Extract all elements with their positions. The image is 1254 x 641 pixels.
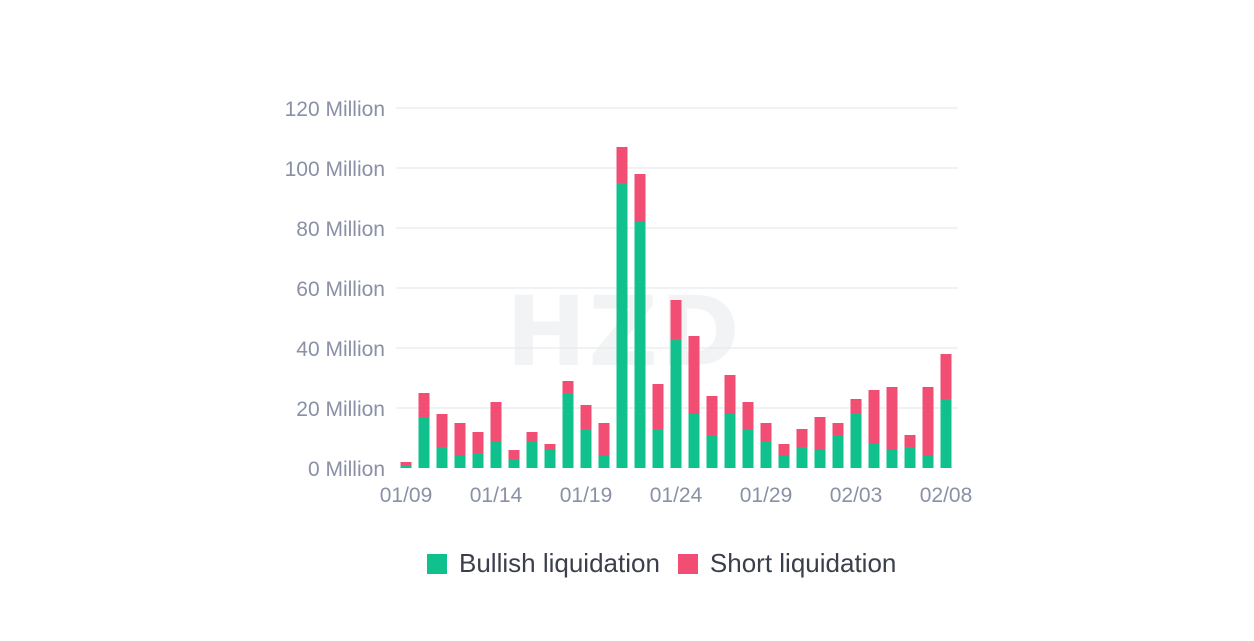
bar-bullish [940,399,952,468]
bar-bullish [472,453,484,468]
y-axis-labels: 0 Million 20 Million 40 Million 60 Million 8… [285,98,385,481]
bar-short [760,423,772,441]
short-legend-label: Short liquidation [709,548,897,578]
bar-short [832,423,844,435]
bar-short [454,423,466,456]
y-tick-label: 100 Million [285,158,385,181]
bar-bullish [796,447,808,468]
bar-bullish [742,429,754,468]
bar-bullish [670,339,682,468]
bar-short [796,429,808,447]
bar-bullish [850,414,862,468]
bar-bullish [760,441,772,468]
x-tick-label: 01/14 [470,484,523,507]
bar-bullish [688,414,700,468]
bar-short [922,387,934,456]
bar-bullish [400,465,412,468]
y-tick-label: 40 Million [296,338,385,361]
bar-bullish [580,429,592,468]
bar-bullish [598,456,610,468]
bar-short [472,432,484,453]
bar-short [400,462,412,465]
bar-bullish [706,435,718,468]
x-tick-label: 02/03 [830,484,883,507]
bar-bullish [922,456,934,468]
bar-short [598,423,610,456]
bar-short [652,384,664,429]
bar-bullish [418,417,430,468]
legend-item-bullish[interactable]: Bullish liquidation [427,548,660,579]
y-tick-label: 120 Million [285,98,385,121]
bar-short [742,402,754,429]
bar-bullish [652,429,664,468]
x-tick-label: 01/24 [650,484,703,507]
bar-bullish [832,435,844,468]
legend-item-short[interactable]: Short liquidation [677,548,897,579]
bar-short [526,432,538,441]
y-tick-label: 80 Million [296,218,385,241]
bar-short [616,147,628,183]
bar-bullish [544,450,556,468]
bar-short [418,393,430,417]
bar-short [580,405,592,429]
bar-bullish [814,450,826,468]
bar-bullish [886,450,898,468]
bar-short [778,444,790,456]
y-tick-label: 0 Million [308,458,385,481]
bar-short [508,450,520,459]
bar-bullish [454,456,466,468]
bar-bullish [508,459,520,468]
bar-short [562,381,574,393]
grid-lines [396,107,958,409]
x-tick-label: 02/08 [920,484,973,507]
bar-short [850,399,862,414]
bar-short [634,174,646,222]
bar-short [706,396,718,435]
bar-bullish [634,222,646,468]
bar-short [940,354,952,399]
bar-bullish [490,441,502,468]
x-tick-label: 01/29 [740,484,793,507]
bar-short [814,417,826,450]
bar-bullish [778,456,790,468]
bar-short [688,336,700,414]
bullish-swatch [427,553,447,574]
legend: Bullish liquidation Short liquidation [427,548,914,579]
bars [400,147,952,468]
bullish-legend-label: Bullish liquidation [459,548,660,578]
bar-short [724,375,736,414]
short-swatch [677,553,698,574]
y-tick-label: 60 Million [296,278,385,301]
bar-short [886,387,898,450]
bar-short [544,444,556,450]
x-tick-label: 01/19 [560,484,613,507]
bar-short [490,402,502,441]
bar-bullish [562,393,574,468]
bar-short [868,390,880,444]
bar-short [670,300,682,339]
bar-bullish [904,447,916,468]
bar-bullish [526,441,538,468]
bar-short [436,414,448,447]
x-axis-labels: 01/09 01/14 01/19 01/24 01/29 02/03 02/08 [380,484,973,507]
bar-bullish [724,414,736,468]
bar-bullish [616,183,628,468]
x-tick-label: 01/09 [380,484,433,507]
bar-bullish [868,444,880,468]
bar-short [904,435,916,447]
y-tick-label: 20 Million [296,398,385,421]
bar-bullish [436,447,448,468]
